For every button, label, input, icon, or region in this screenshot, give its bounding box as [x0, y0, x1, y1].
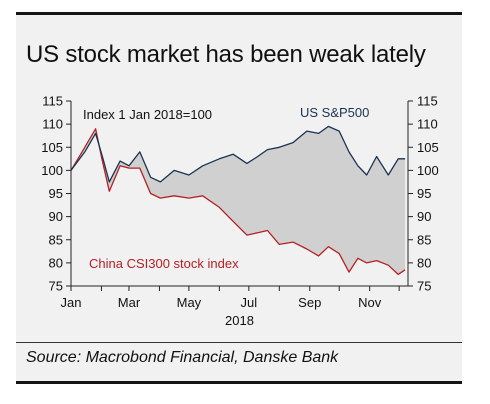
chart-panel: US stock market has been weak lately 115…: [16, 12, 462, 384]
y-tick-left-label: 90: [49, 209, 63, 224]
line-chart: 115 115 110 110 105 105 100 100 95 95 90 90 85 85 80 80…: [41, 94, 439, 329]
y-tick-left-label: 75: [49, 279, 63, 294]
y-tick-left-label: 115: [42, 94, 63, 109]
y-tick-right-label: 105: [417, 140, 439, 155]
series-us-sp500-label: US S&P500: [300, 105, 369, 120]
x-tick-label: Nov: [358, 295, 382, 310]
y-tick-right-label: 95: [417, 186, 431, 201]
x-tick-label: Jul: [241, 295, 258, 310]
y-tick-left-label: 95: [49, 186, 63, 201]
y-tick-right-label: 110: [417, 117, 438, 132]
x-tick-label: Mar: [118, 295, 141, 310]
x-tick-label: Jan: [61, 295, 82, 310]
x-tick-label: May: [177, 295, 202, 310]
x-year-label: 2018: [225, 313, 254, 328]
y-tick-right-label: 100: [417, 163, 439, 178]
y-tick-right-label: 85: [417, 232, 431, 247]
y-tick-right-label: 75: [417, 279, 431, 294]
source-note: Source: Macrobond Financial, Danske Bank: [26, 349, 339, 366]
y-tick-left-label: 80: [49, 255, 63, 270]
x-tick-label: Sep: [298, 295, 321, 310]
chart-title: US stock market has been weak lately: [26, 41, 426, 68]
series-china-csi300-label: China CSI300 stock index: [89, 256, 239, 271]
series-us-sp500-line: [70, 125, 406, 183]
y-tick-left-label: 100: [41, 163, 63, 178]
series-china-csi300-line: [70, 128, 406, 276]
index-note: Index 1 Jan 2018=100: [83, 107, 212, 122]
y-tick-left-label: 85: [49, 232, 63, 247]
y-tick-right-label: 90: [417, 209, 431, 224]
y-tick-right-label: 80: [417, 255, 431, 270]
divider-rule: [16, 342, 462, 343]
y-tick-left-label: 105: [41, 140, 63, 155]
spread-area: [71, 126, 406, 275]
y-tick-right-label: 115: [417, 94, 438, 109]
y-tick-left-label: 110: [42, 117, 63, 132]
